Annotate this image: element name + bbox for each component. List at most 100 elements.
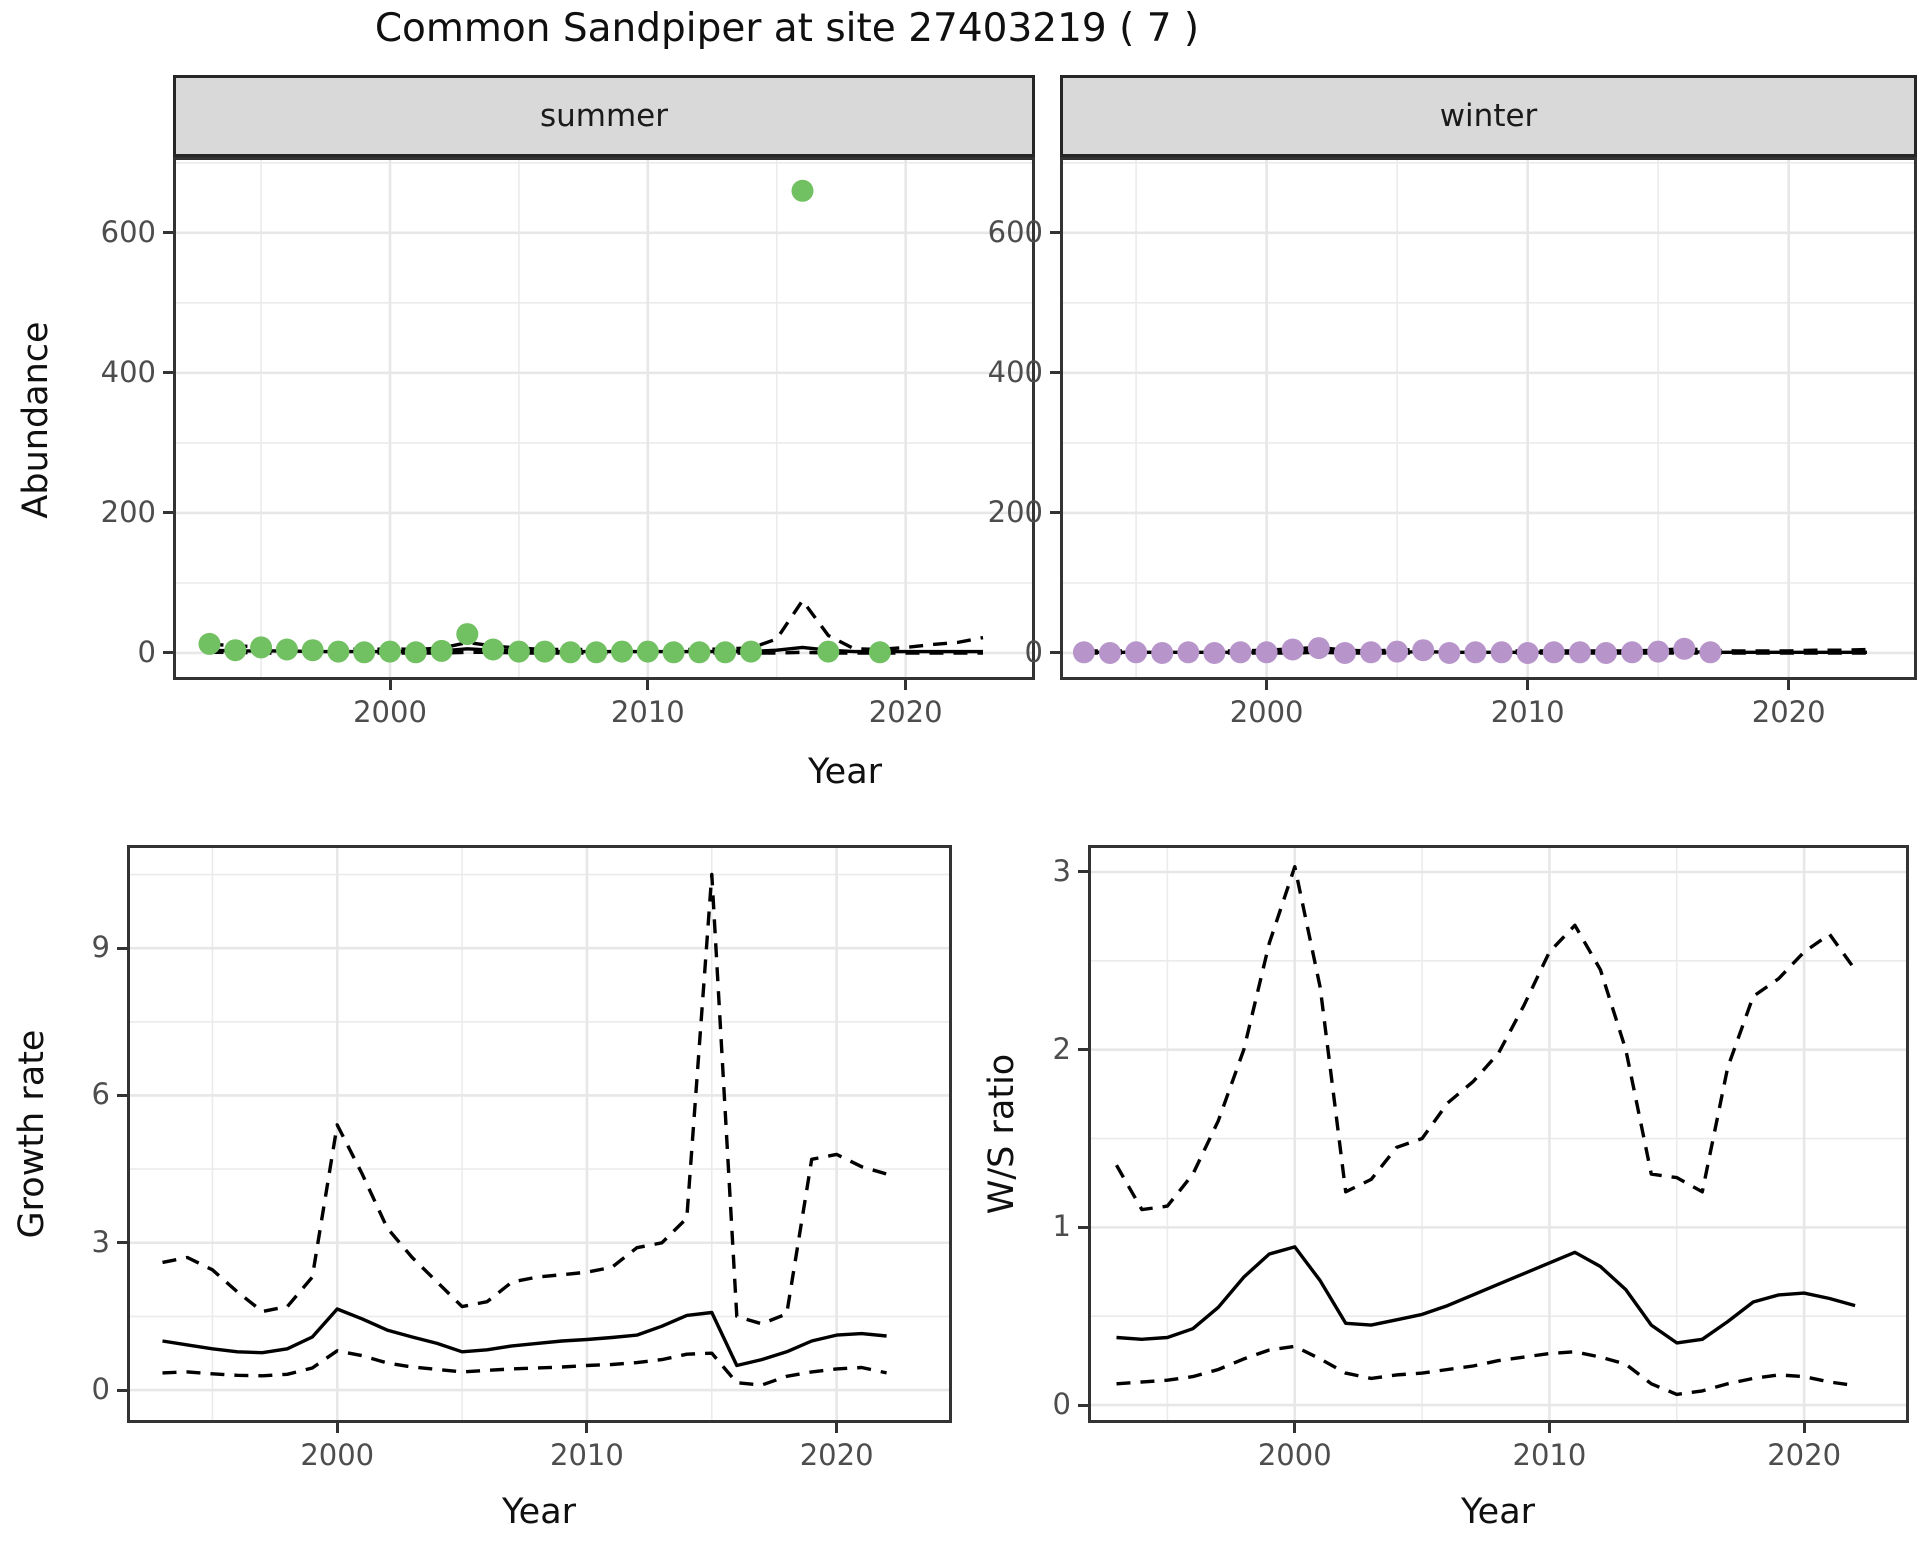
- data-point: [275, 638, 298, 661]
- y-tick-label: 3: [91, 1224, 110, 1259]
- data-point: [1621, 641, 1644, 664]
- data-point: [740, 640, 762, 663]
- y-tick-mark: [163, 371, 173, 375]
- x-tick-label: 2010: [610, 695, 685, 729]
- x-tick-mark: [1526, 680, 1530, 690]
- y-axis-title-abundance: Abundance: [16, 321, 56, 519]
- x-tick-label: 2020: [799, 1438, 874, 1472]
- y-tick-label: 200: [100, 494, 156, 529]
- plot-area-ws: [1091, 848, 1906, 1420]
- data-point: [636, 640, 659, 663]
- data-point: [250, 636, 273, 659]
- data-point: [1281, 638, 1304, 661]
- y-tick-label: 600: [987, 214, 1043, 249]
- data-point: [1151, 642, 1174, 664]
- series-upper_ci: [1115, 865, 1857, 1212]
- series-median: [1116, 1245, 1856, 1345]
- data-point: [1360, 641, 1382, 664]
- x-tick-mark: [1265, 680, 1269, 690]
- data-point: [507, 640, 530, 663]
- data-point: [1568, 641, 1591, 664]
- plot-area-abundance-summer: [176, 160, 1032, 677]
- data-point: [1438, 642, 1461, 664]
- panel-growth: [127, 845, 952, 1423]
- x-tick-mark: [1802, 1423, 1806, 1433]
- x-tick-label: 2000: [300, 1438, 375, 1472]
- data-point: [1412, 639, 1435, 662]
- plot-area-abundance-winter: [1063, 160, 1914, 677]
- x-tick-mark: [1547, 1423, 1551, 1433]
- data-point: [353, 641, 376, 664]
- chart-title: Common Sandpiper at site 27403219 ( 7 ): [374, 6, 1200, 51]
- facet-strip-winter: winter: [1060, 75, 1917, 157]
- data-point: [379, 640, 401, 663]
- data-point: [1647, 640, 1670, 663]
- panel-ws: [1088, 845, 1909, 1423]
- data-point: [688, 641, 711, 664]
- x-tick-mark: [1787, 680, 1791, 690]
- data-point: [559, 641, 582, 664]
- x-tick-mark: [835, 1423, 839, 1433]
- data-point: [327, 640, 350, 663]
- facet-label-summer: summer: [539, 98, 668, 134]
- data-point: [1255, 641, 1278, 664]
- data-point: [301, 639, 324, 662]
- x-axis-title-abundance: Year: [807, 752, 883, 792]
- y-axis-title-ws: W/S ratio: [982, 1053, 1022, 1215]
- data-point: [1177, 641, 1200, 664]
- y-axis-title-growth: Growth rate: [12, 1029, 52, 1239]
- y-tick-mark: [163, 651, 173, 655]
- data-point: [1307, 637, 1330, 660]
- y-tick-mark: [117, 1241, 127, 1245]
- x-tick-mark: [585, 1423, 589, 1433]
- series-lower_ci: [1116, 1344, 1856, 1397]
- data-point: [868, 641, 891, 664]
- data-point: [1099, 642, 1121, 664]
- x-tick-label: 2010: [550, 1438, 624, 1472]
- data-point: [1595, 642, 1617, 664]
- y-tick-label: 1: [1052, 1209, 1071, 1244]
- data-point: [198, 632, 221, 655]
- y-tick-mark: [117, 1093, 127, 1097]
- data-point: [1072, 641, 1095, 664]
- series-lower_ci: [162, 1349, 887, 1387]
- x-tick-label: 2000: [1257, 1438, 1332, 1472]
- y-tick-label: 600: [100, 214, 156, 249]
- data-point: [1203, 642, 1226, 664]
- data-point: [1490, 641, 1513, 664]
- x-tick-mark: [335, 1423, 339, 1433]
- x-tick-label: 2010: [1512, 1438, 1587, 1472]
- y-tick-label: 0: [1052, 1387, 1071, 1422]
- data-point: [1673, 637, 1696, 660]
- y-tick-label: 400: [100, 354, 156, 389]
- y-tick-mark: [1050, 231, 1060, 235]
- x-tick-mark: [1293, 1423, 1297, 1433]
- facet-strip-summer: summer: [173, 75, 1035, 157]
- y-tick-label: 200: [987, 494, 1043, 529]
- panel-abundance-summer: [173, 157, 1035, 680]
- data-point: [1699, 641, 1722, 664]
- y-tick-mark: [1078, 1403, 1088, 1407]
- panel-abundance-winter: [1060, 157, 1917, 680]
- y-tick-label: 0: [91, 1372, 110, 1407]
- x-tick-label: 2020: [1767, 1438, 1842, 1472]
- y-tick-label: 0: [1024, 634, 1043, 669]
- data-point: [1542, 641, 1565, 664]
- y-tick-label: 400: [987, 354, 1043, 389]
- y-tick-label: 6: [91, 1077, 110, 1112]
- x-tick-label: 2000: [1229, 695, 1304, 729]
- y-tick-mark: [1050, 511, 1060, 515]
- y-tick-label: 0: [137, 634, 156, 669]
- data-point: [1125, 641, 1148, 664]
- data-point: [817, 640, 840, 663]
- x-axis-title-ws: Year: [1460, 1492, 1536, 1532]
- data-point: [791, 179, 814, 202]
- y-tick-label: 2: [1052, 1031, 1071, 1066]
- y-tick-label: 3: [1052, 853, 1071, 888]
- series-upper_ci: [162, 872, 888, 1326]
- data-point: [714, 641, 737, 664]
- y-tick-mark: [1078, 1225, 1088, 1229]
- y-tick-mark: [1078, 870, 1088, 874]
- y-tick-mark: [1078, 1048, 1088, 1052]
- y-tick-label: 9: [91, 930, 110, 965]
